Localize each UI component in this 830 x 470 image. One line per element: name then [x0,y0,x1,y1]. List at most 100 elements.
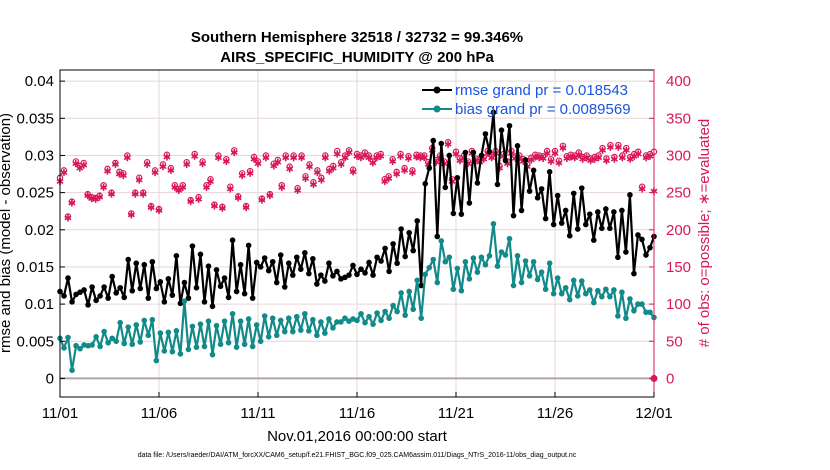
bias-point [129,341,136,348]
rmse-point [261,255,268,261]
bias-point [374,310,380,316]
bias-point [410,306,416,313]
rmse-point [322,278,328,284]
rmse-point [394,260,400,267]
rmse-point [599,225,605,232]
obs-evaluated-point [131,190,139,198]
rmse-point [490,109,497,116]
bias-point [550,290,557,297]
obs-evaluated-point [127,211,135,219]
rmse-point [635,232,641,238]
bias-point [498,249,505,255]
bias-point [474,269,481,275]
rmse-point [595,209,601,215]
rmse-point [233,288,240,295]
bias-point [647,309,653,316]
bias-point [458,287,465,294]
obs-evaluated-point [333,150,341,158]
obs-evaluated-point [72,160,80,168]
bias-point [486,252,493,259]
obs-evaluated-point [139,190,147,198]
rmse-point [518,207,525,214]
obs-evaluated-point [298,154,306,162]
obs-evaluated-point [111,160,119,168]
rmse-point [302,250,308,256]
bias-point [209,351,216,358]
bias-point [89,342,95,348]
obs-evaluated-point [262,154,270,162]
bias-point [241,341,248,348]
bias-point [382,308,388,315]
rmse-point [125,256,132,263]
rmse-point [611,209,617,215]
obs-evaluated-point [341,154,349,162]
obs-evaluated-point [638,185,646,193]
bias-point [161,348,168,354]
bias-point [442,258,449,265]
obs-evaluated-point [199,160,207,168]
bias-point [289,328,296,335]
bias-point [398,290,404,296]
rmse-point [442,184,449,191]
bias-point [318,319,324,325]
obs-evaluated-point [286,165,294,173]
bias-point [542,286,549,293]
obs-evaluated-point [444,140,452,148]
obs-evaluated-point [151,168,159,177]
obs-evaluated-point [302,174,310,183]
bias-point [125,324,132,330]
bias-point [173,328,180,334]
right-tick-label: 400 [666,73,691,90]
left-tick-label: 0.015 [16,259,54,276]
legend-rmse-label: rmse grand pr = 0.018543 [455,82,628,99]
obs-evaluated-point [618,154,626,162]
rmse-point [522,157,529,163]
x-tick-label: 11/26 [537,405,573,422]
rmse-point [149,258,156,265]
obs-evaluated-point [167,166,175,174]
rmse-point [506,122,513,129]
rmse-point [205,263,212,270]
rmse-point [526,188,533,194]
obs-evaluated-point [123,154,131,162]
rmse-point [298,266,304,272]
obs-evaluated-point [377,152,385,160]
rmse-point [398,226,404,232]
rmse-point [334,268,340,275]
obs-evaluated-point [329,164,337,172]
bias-point [615,313,621,319]
rmse-point [225,294,232,301]
rmse-point [201,299,208,305]
obs-evaluated-point [159,163,167,171]
rmse-point [81,287,87,293]
bias-point [607,293,613,300]
bias-point [109,335,115,342]
obs-evaluated-point [258,196,266,204]
rmse-point [241,290,248,297]
obs-evaluated-point [274,158,282,166]
obs-evaluated-point [365,154,373,162]
rmse-point [502,157,509,164]
bias-point [386,315,392,322]
bias-point [326,316,332,322]
rmse-point [370,272,376,278]
rmse-point [422,180,429,187]
obs-evaluated-point [551,149,559,157]
rmse-point [197,251,204,258]
bias-point [153,357,160,364]
bias-point [599,293,605,300]
obs-evaluated-point [547,157,555,166]
bias-point [197,321,204,327]
x-tick-label: 11/06 [141,405,177,422]
rmse-point [582,221,589,228]
bias-point [217,341,224,348]
rmse-point [470,149,477,156]
rmse-point [418,282,425,289]
rmse-point [462,149,469,156]
left-tick-label: 0.005 [16,333,54,350]
rmse-point [446,152,453,159]
bias-point [281,328,288,335]
rmse-point [237,261,244,268]
obs-evaluated-point [389,157,397,166]
bias-point [213,322,220,329]
